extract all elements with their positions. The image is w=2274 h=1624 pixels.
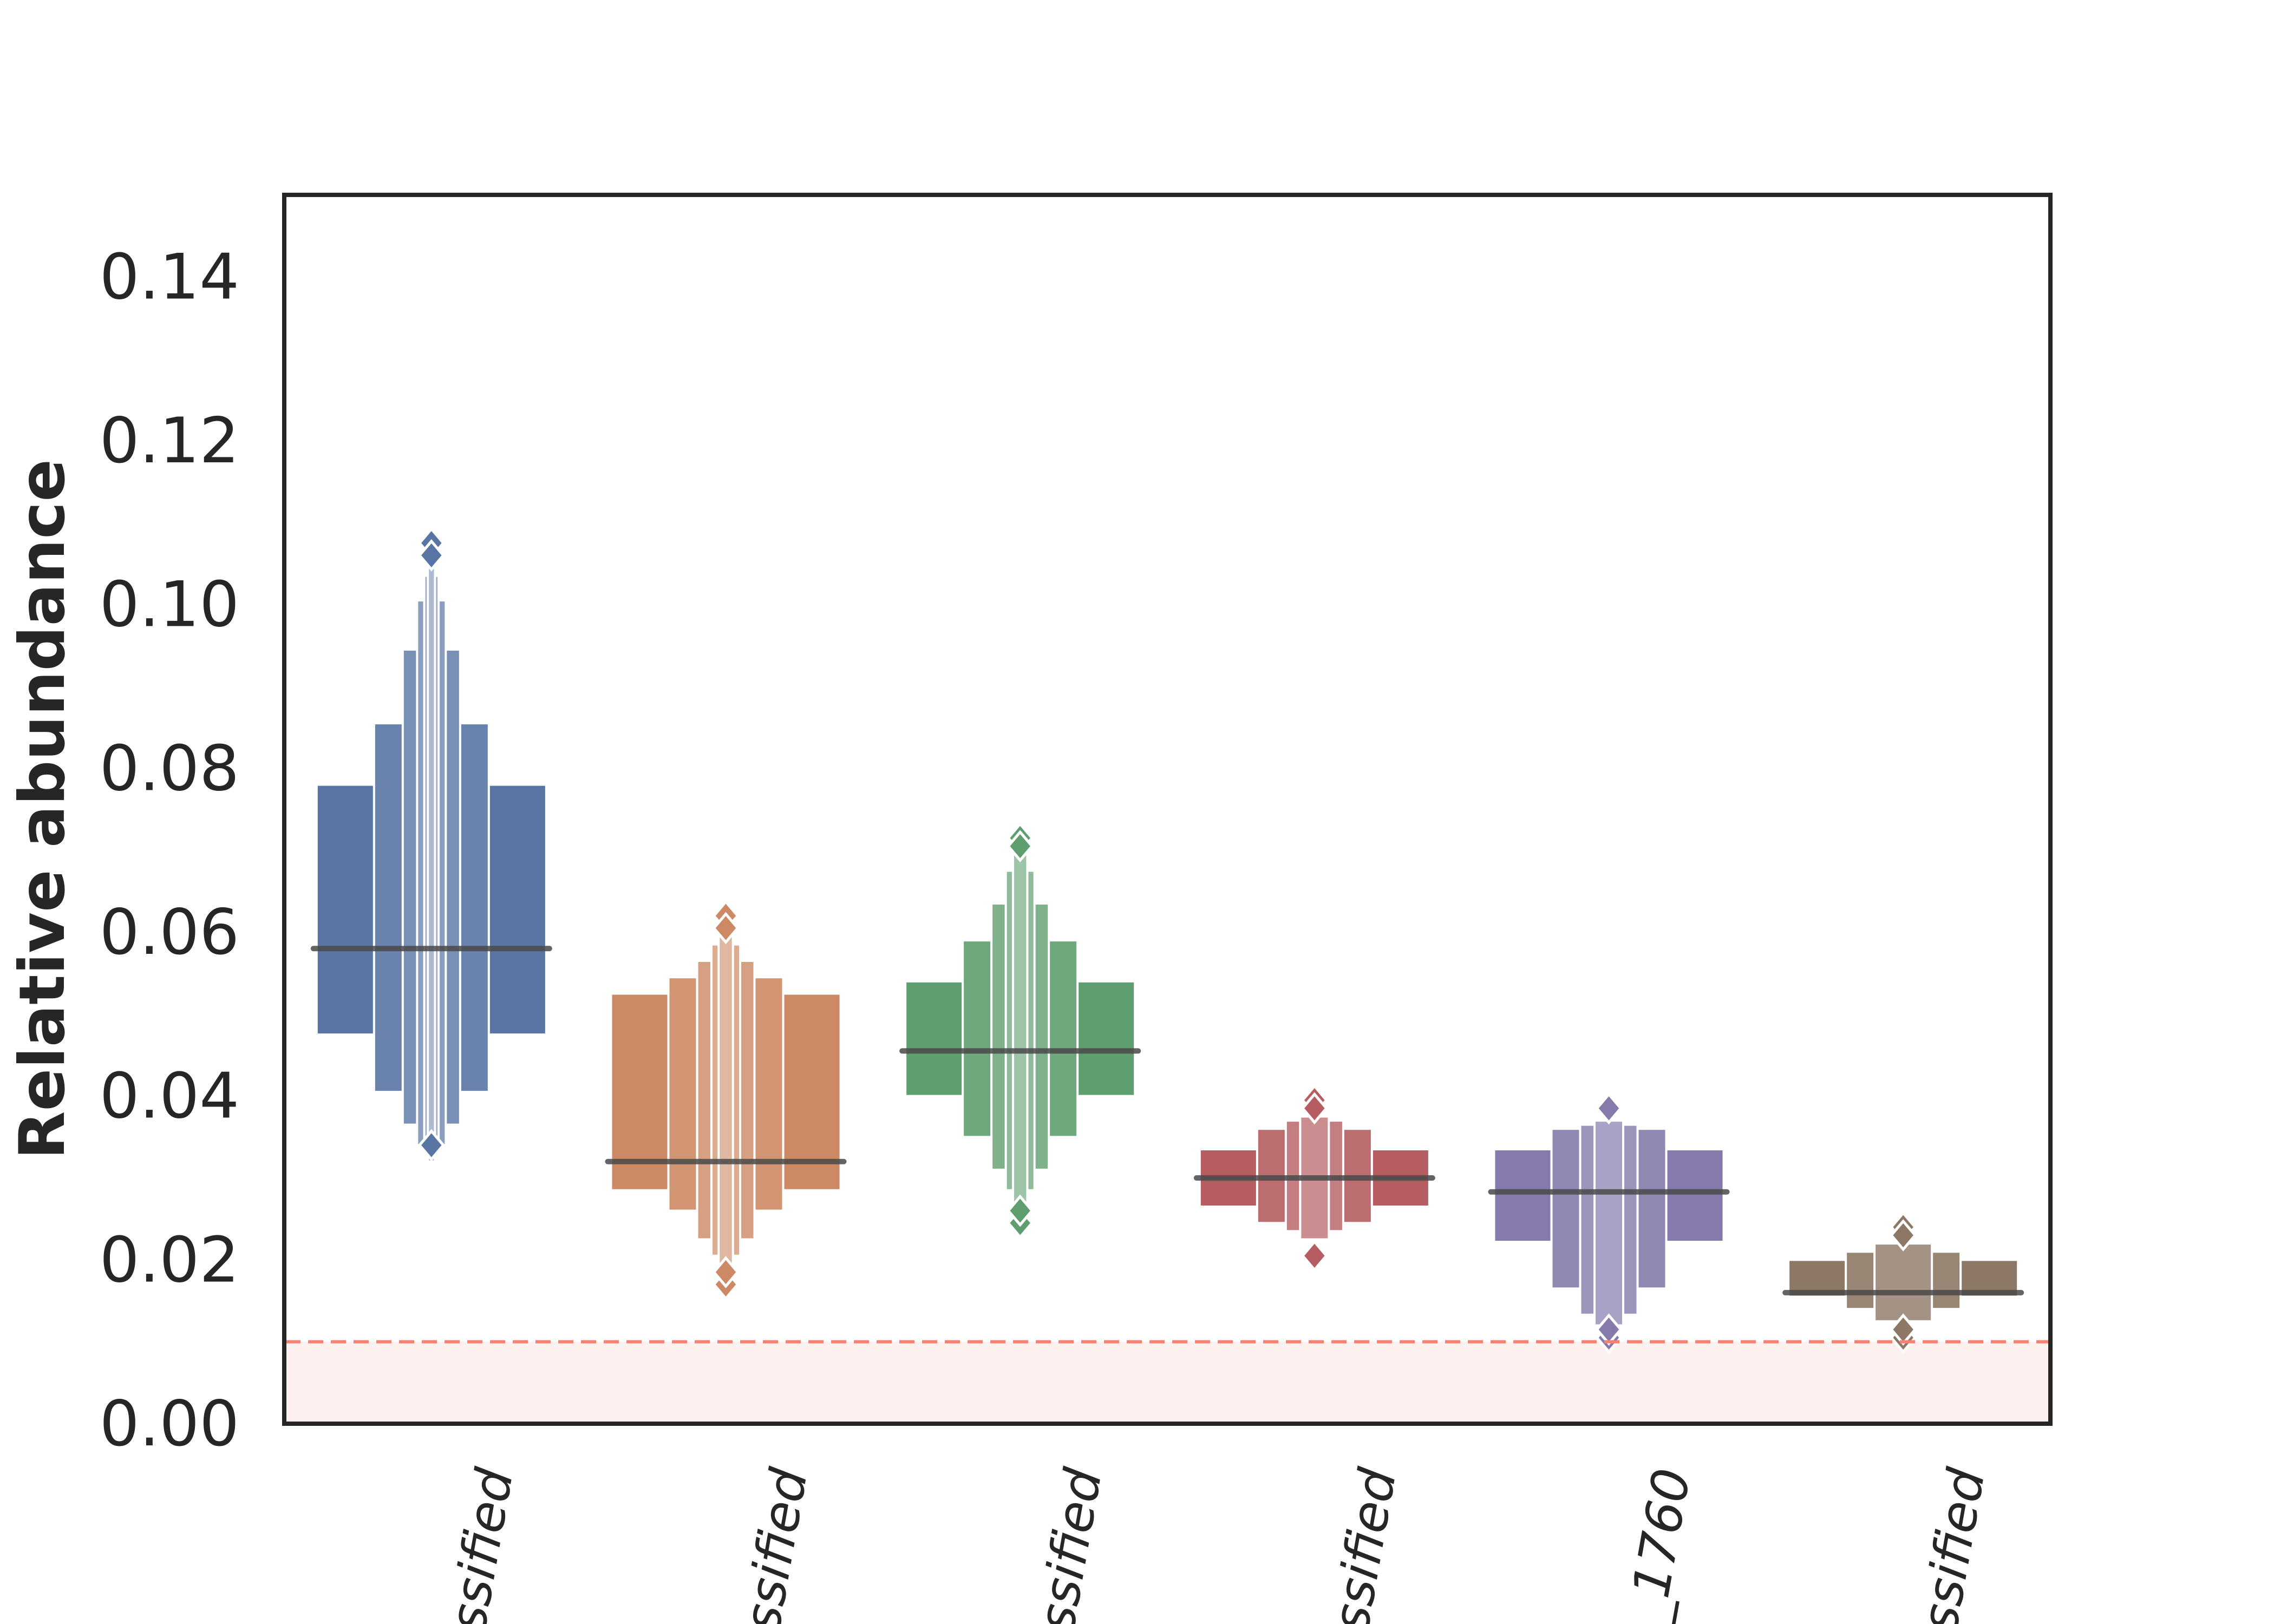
y-tick-label: 0.06: [100, 896, 239, 969]
y-axis-title: Relative abundance: [6, 459, 79, 1160]
boxen-group: [605, 899, 847, 1301]
y-tick-label: 0.12: [100, 404, 239, 477]
y-tick-label: 0.02: [100, 1223, 239, 1296]
y-tick-label: 0.10: [100, 568, 239, 641]
y-tick-label: 0.00: [100, 1387, 239, 1461]
outlier-marker: [1006, 830, 1034, 862]
outlier-marker: [417, 1129, 446, 1162]
x-tick-label: _1760: [1617, 1464, 1702, 1624]
plot-frame: [282, 193, 2053, 1426]
boxen-level: [427, 562, 436, 1163]
outlier-marker: [712, 912, 740, 945]
boxen-group: [899, 822, 1141, 1240]
boxen-group: [1193, 1084, 1435, 1272]
x-tick-label: ssified: [1910, 1464, 1997, 1624]
outlier-marker: [1006, 1194, 1034, 1227]
boxen-level: [1011, 853, 1029, 1204]
outlier-marker: [417, 539, 446, 572]
threshold-region: [285, 1341, 2049, 1423]
outlier-marker: [1889, 1219, 1917, 1252]
y-tick-label: 0.08: [100, 732, 239, 805]
x-tick-label: ssified: [733, 1464, 819, 1624]
outlier-marker: [1301, 1239, 1329, 1272]
x-axis-labels: ssified ssified ssified ssified _1760 ssified: [439, 1464, 1997, 1624]
x-tick-label: ssified: [439, 1464, 525, 1624]
outlier-marker: [1595, 1092, 1623, 1125]
outlier-marker: [712, 1256, 740, 1288]
boxes-layer: [310, 527, 2024, 1354]
boxen-level: [717, 935, 734, 1269]
outlier-marker: [1889, 1313, 1917, 1346]
x-tick-label: ssified: [1027, 1464, 1114, 1624]
boxen-level: [1593, 1119, 1625, 1327]
boxen-group: [310, 527, 552, 1163]
outlier-marker: [1301, 1092, 1329, 1125]
boxen-group: [1488, 1092, 1730, 1354]
boxen-level: [1873, 1242, 1933, 1322]
outlier-marker: [1595, 1313, 1623, 1346]
y-tick-label: 0.14: [100, 240, 239, 313]
y-tick-label: 0.04: [100, 1060, 239, 1133]
boxen-group: [1782, 1210, 2024, 1354]
x-tick-label: ssified: [1322, 1464, 1408, 1624]
y-axis-ticks: 0.00 0.02 0.04 0.06 0.08 0.10 0.12 0.14: [100, 240, 239, 1461]
